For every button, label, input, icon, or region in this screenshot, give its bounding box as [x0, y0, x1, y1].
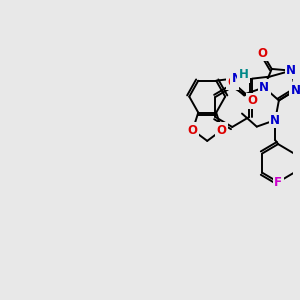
Text: O: O [188, 124, 198, 136]
Text: O: O [217, 124, 227, 136]
Text: O: O [258, 47, 268, 60]
Text: N: N [270, 114, 280, 127]
Text: H: H [238, 68, 248, 81]
Text: F: F [274, 176, 282, 189]
Text: N: N [291, 84, 300, 97]
Text: N: N [259, 81, 269, 94]
Text: O: O [227, 76, 237, 88]
Text: O: O [247, 94, 257, 107]
Text: N: N [232, 72, 242, 85]
Text: N: N [286, 64, 296, 77]
